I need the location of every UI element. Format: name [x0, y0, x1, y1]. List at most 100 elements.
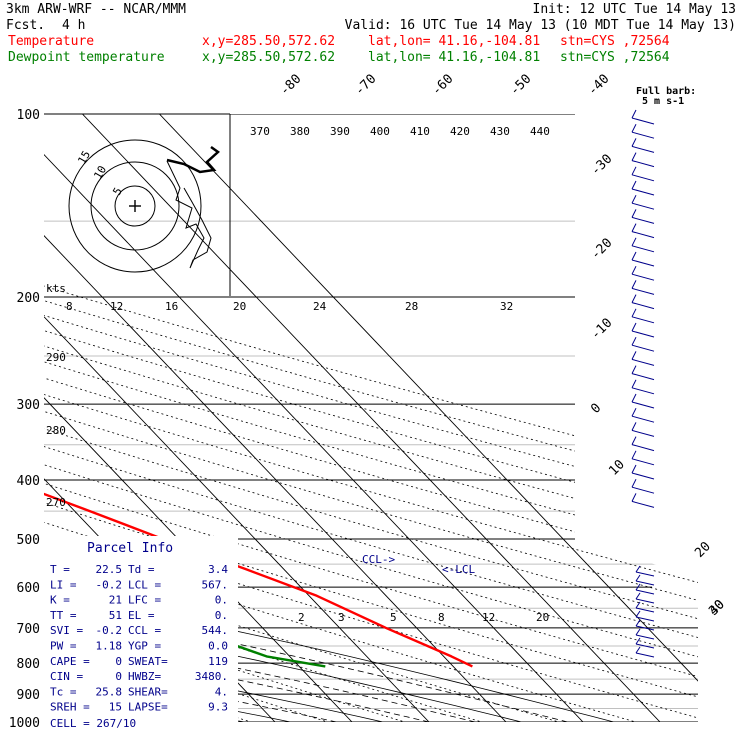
parcel-row-1-col-0: LI = [50, 578, 77, 591]
wind-barb-flag-8 [631, 223, 637, 232]
parcel-row-5-col-3: 0.0 [208, 640, 228, 653]
wind-barb-26 [631, 478, 655, 494]
wind-barb-staff-23 [631, 444, 655, 452]
wind-barb-staff-19 [631, 387, 655, 395]
low-wind-barb-flag-1 [635, 574, 641, 582]
wind-barb-25 [631, 464, 655, 480]
low-wind-barb-flag-9 [635, 646, 641, 654]
parcel-row-1-col-2: LCL = [128, 578, 161, 591]
wind-barb-flag-25 [631, 464, 637, 474]
wind-barb-flag-16 [631, 336, 637, 346]
wind-barb-16 [631, 336, 655, 352]
dry-adiabat-340 [44, 114, 698, 722]
theta-label-400: 400 [370, 125, 390, 138]
isotherm-label-10: 10 [606, 457, 628, 479]
pressure-label-200: 200 [17, 291, 40, 306]
low-wind-barb-flag-3 [635, 592, 641, 600]
wind-barb-staff-8 [631, 231, 655, 239]
isotherm-label-20: 20 [692, 539, 714, 561]
temperature-profile [44, 114, 473, 668]
isotherm-label-0: 0 [588, 401, 604, 417]
wind-barb-3 [631, 152, 655, 168]
wind-barb-21 [631, 407, 655, 423]
wind-barb-flag-2 [631, 138, 637, 147]
parcel-row-4-col-1: -0.2 [96, 624, 123, 637]
parcel-row-5-col-2: YGP = [128, 640, 161, 653]
wind-barb-staff-25 [631, 472, 655, 480]
pressure-label-900: 900 [17, 688, 40, 703]
low-wind-barb-3 [635, 598, 655, 604]
wind-barb-flag-4 [631, 166, 637, 176]
isotherm-20 [44, 114, 507, 722]
hodograph: 5 10 15 kts [44, 113, 231, 296]
wind-barb-flag-6 [631, 194, 637, 204]
parcel-row-4-col-3: 544. [202, 624, 229, 637]
low-wind-barb-1 [635, 580, 655, 586]
wind-barb-flag-17 [631, 351, 637, 360]
wind-barb-staff-16 [631, 344, 655, 352]
wind-barb-27 [631, 493, 655, 508]
wind-barb-staff-0 [631, 117, 655, 125]
low-wind-barb-7 [635, 634, 655, 640]
parcel-row-3-col-2: EL = [128, 609, 155, 622]
parcel-row-3-col-1: 51 [109, 609, 122, 622]
wind-barb-flag-23 [631, 436, 637, 445]
wind-barb-staff-18 [631, 373, 655, 381]
wind-barb-staff-13 [631, 302, 655, 310]
theta-side-label-290: 290 [46, 351, 66, 364]
wind-barb-flag-19 [631, 379, 637, 389]
pressure-label-400: 400 [17, 474, 40, 489]
wind-barb-18 [631, 365, 655, 381]
wind-barb-13 [631, 294, 655, 310]
theta-side-label-280: 280 [46, 424, 66, 437]
hodo-ring-5 [114, 185, 156, 227]
wind-barb-flag-12 [631, 280, 637, 289]
theta-label-440: 440 [530, 125, 550, 138]
low-wind-barb-flag-6 [635, 619, 641, 627]
hodograph-trace-lower [166, 160, 212, 269]
parcel-row-9-col-1: 15 [109, 701, 122, 714]
wind-barb-14 [631, 308, 655, 324]
wind-barb-flag-21 [631, 407, 637, 417]
theta-label-410: 410 [410, 125, 430, 138]
parcel-row-7-col-3: 3480. [195, 670, 228, 683]
low-wind-barb-flag-5 [635, 610, 641, 618]
wind-barb-staff-22 [631, 429, 655, 437]
wind-barb-flag-26 [631, 478, 637, 488]
low-wind-barb-flag-4 [635, 601, 641, 609]
dry-adiabat-460 [44, 114, 698, 722]
mixing-ratio-label-3: 3 [338, 611, 345, 624]
pressure-label-300: 300 [17, 398, 40, 413]
dry-adiabat-320 [44, 114, 698, 722]
wind-barb-staff-26 [631, 486, 655, 494]
parcel-row-3-col-3: 0. [215, 609, 228, 622]
parcel-row-0-col-0: T = [50, 563, 70, 576]
low-wind-barb-2 [635, 589, 655, 595]
parcel-row-7-col-1: 0 [115, 670, 122, 683]
wind-barb-flag-11 [631, 265, 637, 275]
parcel-row-2-col-0: K = [50, 594, 70, 607]
parcel-row-7-col-0: CIN = [50, 670, 83, 683]
wind-barb-flag-22 [631, 422, 637, 431]
dry-adiabat-420 [44, 114, 698, 722]
dry-adiabat-350 [44, 114, 698, 722]
parcel-row-6-col-1: 0 [115, 655, 122, 668]
wind-barbs [631, 109, 655, 658]
mixing-ratio-label-5: 5 [390, 611, 397, 624]
hodo-ring-10 [90, 161, 180, 251]
isotherm-label--20: -20 [588, 236, 615, 263]
theta-label-420: 420 [450, 125, 470, 138]
wind-barb-flag-18 [631, 365, 637, 374]
parcel-row-8-col-3: 4. [215, 685, 228, 698]
valid-time: Valid: 16 UTC Tue 14 May 13 (10 MDT Tue … [345, 18, 736, 33]
wind-barb-staff-11 [631, 273, 655, 281]
parcel-row-4-col-0: SVI = [50, 624, 83, 637]
wind-barb-flag-14 [631, 308, 637, 318]
barb-legend-value: 5 m s-1 [642, 96, 684, 107]
wind-barb-flag-10 [631, 251, 637, 261]
parcel-info-panel: Parcel Info T = 22.5 Td = 3.4 LI = -0.2 LCL = 5… [44, 536, 238, 732]
wind-barb-flag-0 [631, 109, 637, 119]
wind-barb-flag-7 [631, 209, 637, 218]
wind-barb-5 [631, 180, 655, 196]
wind-barb-staff-1 [631, 131, 655, 139]
